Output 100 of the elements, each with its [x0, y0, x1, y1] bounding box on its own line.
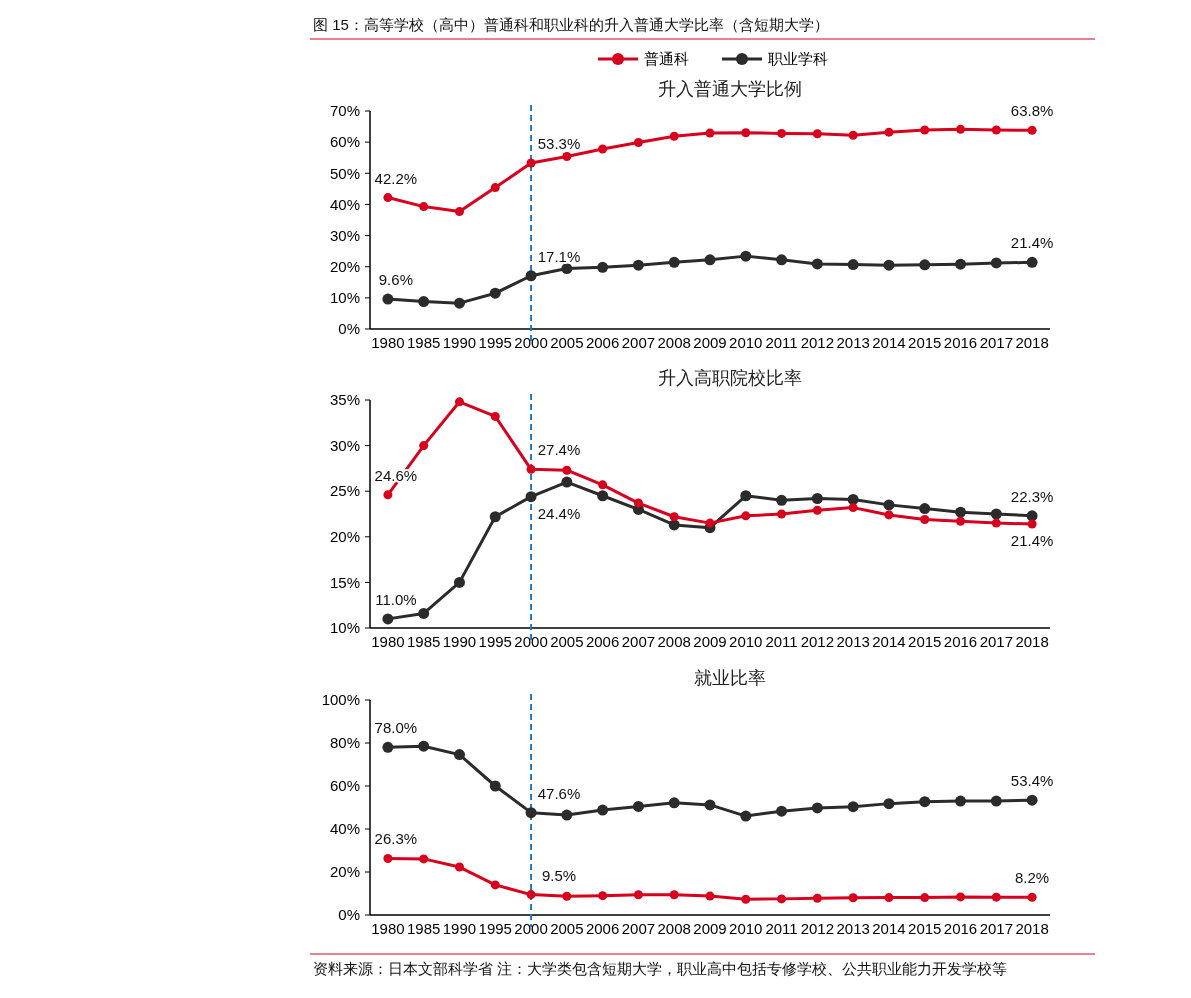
- x-tick-label: 1985: [407, 920, 441, 937]
- point: [490, 411, 500, 421]
- x-tick-label: 2000: [514, 633, 548, 650]
- point: [668, 256, 680, 268]
- y-tick-label: 40%: [329, 820, 360, 838]
- x-tick-label: 2017: [979, 633, 1013, 650]
- data-label: 47.6%: [537, 784, 581, 802]
- y-tick-label: 30%: [329, 226, 360, 244]
- point: [453, 576, 465, 588]
- point: [741, 128, 751, 138]
- point: [598, 480, 608, 490]
- point: [382, 613, 394, 625]
- data-label: 17.1%: [537, 247, 581, 265]
- point: [919, 503, 931, 515]
- y-tick-label: 50%: [329, 164, 360, 182]
- x-tick-label: 1980: [371, 633, 405, 650]
- point: [668, 797, 680, 809]
- x-tick-label: 1985: [407, 633, 441, 650]
- point: [419, 441, 429, 451]
- x-tick-label: 2013: [836, 633, 870, 650]
- data-label: 27.4%: [537, 441, 581, 459]
- point: [1027, 892, 1037, 902]
- x-tick-label: 1990: [442, 920, 477, 937]
- x-tick-label: 2018: [1015, 334, 1049, 351]
- point: [489, 511, 501, 523]
- point: [597, 804, 609, 816]
- x-tick-label: 2018: [1015, 633, 1049, 650]
- x-tick-label: 1995: [478, 633, 512, 650]
- point: [382, 741, 394, 753]
- point: [418, 296, 430, 308]
- point: [847, 801, 859, 813]
- y-tick-label: 10%: [329, 619, 360, 637]
- point: [562, 465, 572, 475]
- x-tick-label: 2009: [693, 633, 727, 650]
- y-tick-label: 60%: [329, 777, 360, 795]
- x-tick-label: 2017: [979, 920, 1013, 937]
- y-tick-label: 20%: [329, 863, 360, 881]
- x-tick-label: 2014: [872, 920, 906, 937]
- point: [848, 893, 858, 903]
- x-tick-label: 2014: [872, 633, 906, 650]
- x-tick-label: 2007: [621, 633, 656, 650]
- point: [383, 853, 393, 863]
- point: [990, 795, 1002, 807]
- data-label: 11.0%: [375, 590, 417, 608]
- point: [741, 894, 751, 904]
- point: [883, 259, 895, 271]
- point: [919, 259, 931, 271]
- data-label: 24.4%: [537, 504, 581, 522]
- point: [526, 890, 536, 900]
- y-tick-label: 30%: [329, 436, 360, 454]
- point: [383, 490, 393, 500]
- y-tick-label: 15%: [329, 573, 360, 591]
- y-tick-label: 20%: [329, 257, 360, 275]
- x-tick-label: 2016: [943, 334, 978, 351]
- point: [383, 193, 393, 203]
- point: [777, 894, 787, 904]
- x-tick-label: 2009: [693, 334, 727, 351]
- point: [526, 464, 536, 474]
- point: [955, 795, 967, 807]
- point: [991, 518, 1001, 528]
- chart-title: 就业比率: [694, 668, 766, 688]
- point: [991, 892, 1001, 902]
- data-label: 53.4%: [1010, 772, 1054, 790]
- point: [776, 805, 788, 817]
- point: [562, 151, 572, 161]
- point: [598, 144, 608, 154]
- data-label: 9.6%: [378, 271, 413, 289]
- y-tick-label: 100%: [321, 691, 360, 709]
- x-tick-label: 2013: [836, 920, 870, 937]
- x-tick-label: 2007: [621, 920, 656, 937]
- point: [597, 490, 609, 502]
- x-tick-label: 1990: [442, 633, 477, 650]
- point: [812, 893, 822, 903]
- point: [776, 494, 788, 506]
- point: [490, 880, 500, 890]
- data-label: 21.4%: [1010, 532, 1054, 550]
- point: [990, 257, 1002, 269]
- x-tick-label: 1995: [478, 334, 512, 351]
- point: [562, 891, 572, 901]
- point: [669, 512, 679, 522]
- point: [561, 809, 573, 821]
- x-tick-label: 2010: [729, 633, 763, 650]
- point: [669, 890, 679, 900]
- y-tick-label: 35%: [329, 391, 360, 409]
- point: [884, 127, 894, 137]
- x-tick-label: 2011: [765, 334, 798, 351]
- point: [776, 254, 788, 266]
- data-label: 42.2%: [374, 169, 418, 187]
- point: [705, 518, 715, 528]
- point: [633, 890, 643, 900]
- x-tick-label: 2017: [979, 334, 1013, 351]
- point: [740, 810, 752, 822]
- point: [632, 800, 644, 812]
- point: [956, 892, 966, 902]
- point: [525, 807, 537, 819]
- x-tick-label: 2013: [836, 334, 870, 351]
- point: [740, 490, 752, 502]
- x-tick-label: 2012: [800, 633, 835, 650]
- point: [741, 511, 751, 521]
- point: [633, 137, 643, 147]
